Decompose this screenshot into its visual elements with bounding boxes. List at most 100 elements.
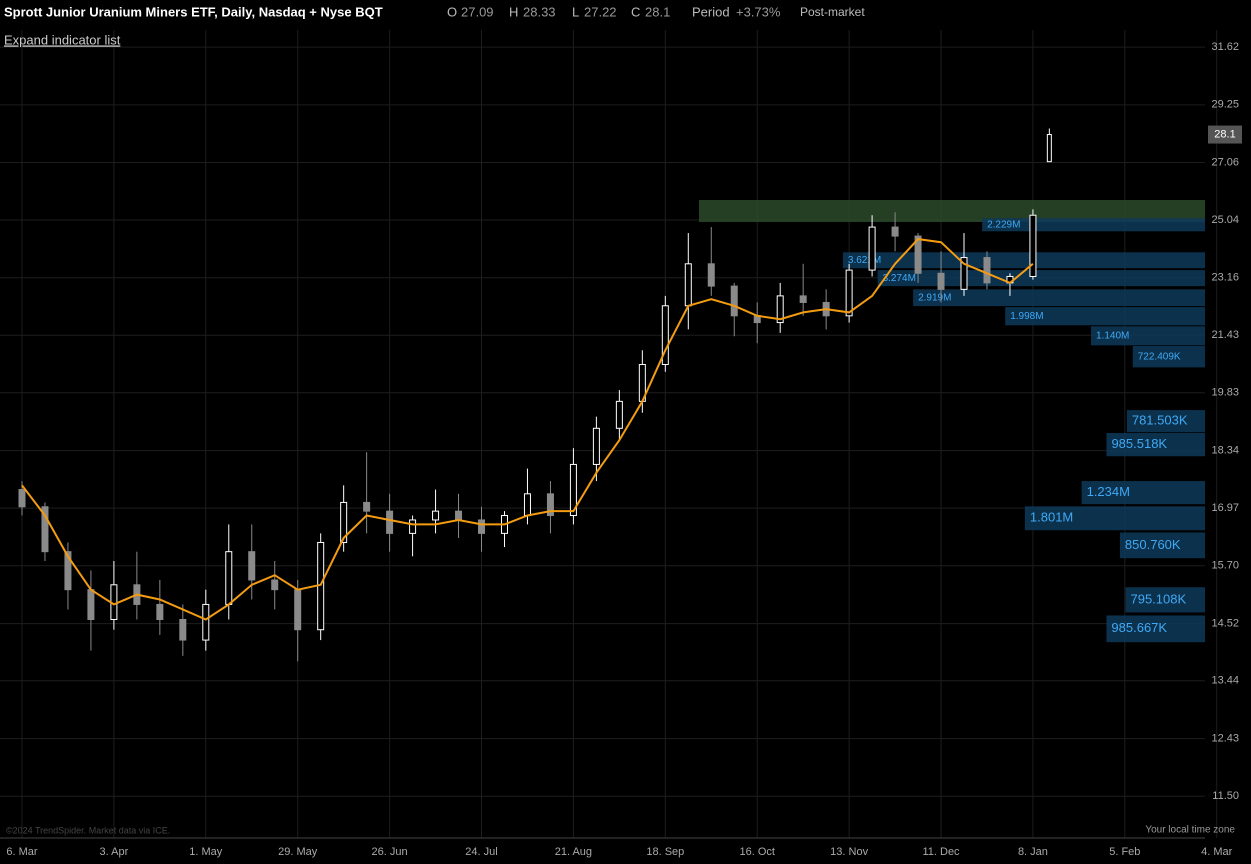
price-tag [1208, 125, 1242, 144]
volume-bar [1125, 587, 1205, 613]
x-tick-label: 8. Jan [1018, 846, 1048, 858]
volume-bar [1081, 481, 1205, 505]
volume-bar [877, 270, 1205, 287]
candle-body [868, 226, 876, 271]
candle-body [523, 493, 531, 517]
candle-body [41, 506, 49, 553]
y-tick-label: 16.97 [1211, 502, 1239, 514]
ohlc-label: C [631, 4, 640, 19]
volume-label: 3.274M [883, 273, 916, 284]
ohlc-label: H [509, 4, 518, 19]
volume-bar [1024, 506, 1205, 531]
y-tick-label: 12.43 [1211, 733, 1239, 745]
y-tick-label: 31.62 [1211, 41, 1239, 53]
x-tick-label: 4. Mar [1201, 846, 1233, 858]
y-tick-label: 29.25 [1211, 99, 1239, 111]
x-tick-label: 6. Mar [6, 846, 38, 858]
volume-label: 1.801M [1030, 510, 1073, 525]
candle-body [799, 295, 807, 303]
x-tick-label: 1. May [189, 846, 223, 858]
volume-bar [1106, 615, 1205, 643]
y-tick-label: 14.52 [1211, 617, 1239, 629]
candle-body [891, 226, 899, 237]
candle-body [18, 489, 26, 508]
volume-bar [1005, 307, 1205, 326]
volume-label: 1.140M [1096, 330, 1129, 341]
x-tick-label: 11. Dec [922, 846, 960, 858]
volume-label: 722.409K [1138, 351, 1181, 362]
volume-bar [1126, 410, 1205, 433]
candle-body [363, 501, 371, 512]
candle-body [776, 295, 784, 324]
candle-body [546, 493, 554, 517]
plot [18, 128, 1052, 662]
y-tick-label: 21.43 [1211, 329, 1239, 341]
y-tick-label: 25.04 [1211, 214, 1239, 226]
y-tick-label: 11.50 [1212, 790, 1239, 802]
volume-bar [1132, 346, 1205, 368]
volume-bar [1119, 532, 1205, 559]
ohlc-label: O [447, 4, 457, 19]
ohlc-value: 27.22 [584, 4, 617, 19]
candle-body [455, 510, 463, 521]
candle-body [386, 510, 394, 534]
copyright: ©2024 TrendSpider. Market data via ICE. [6, 825, 170, 835]
volume-label: 985.667K [1111, 620, 1167, 635]
x-tick-label: 13. Nov [830, 846, 868, 858]
price-tag-label: 28.1 [1214, 128, 1235, 140]
volume-label: 2.229M [987, 219, 1020, 230]
candle-body [409, 519, 417, 534]
y-tick-label: 18.34 [1211, 444, 1239, 456]
candle-body [156, 603, 164, 620]
x-tick-label: 18. Sep [646, 846, 684, 858]
volume-label: 795.108K [1130, 591, 1186, 606]
volume-label: 1.234M [1087, 484, 1130, 499]
expand-indicator-link[interactable]: Expand indicator list [4, 32, 121, 47]
candle-body [248, 551, 256, 581]
x-tick-label: 29. May [278, 846, 318, 858]
x-tick-label: 16. Oct [739, 846, 774, 858]
y-tick-label: 13.44 [1211, 675, 1239, 687]
grid [0, 30, 1218, 838]
volume-label: 781.503K [1132, 413, 1188, 428]
candle-body [64, 551, 72, 591]
candle-body [983, 257, 991, 284]
y-tick-label: 19.83 [1211, 387, 1239, 399]
candle-body [730, 285, 738, 317]
y-tick-label: 23.16 [1211, 272, 1239, 284]
volume-bar [1091, 326, 1205, 346]
candle-body [569, 463, 577, 517]
candle-body [225, 551, 233, 605]
x-tick-label: 21. Aug [555, 846, 592, 858]
candle-body [615, 400, 623, 429]
candle-body [432, 510, 440, 521]
volume-bar [913, 289, 1205, 307]
period-label: Period [692, 4, 730, 19]
zone-highlight [699, 200, 1205, 222]
ohlc-value: 28.33 [523, 4, 556, 19]
chart-title: Sprott Junior Uranium Miners ETF, Daily,… [4, 4, 383, 19]
moving-average [21, 238, 1034, 621]
ohlc-value: 28.1 [645, 4, 670, 19]
candle-body [202, 603, 210, 641]
timezone-label: Your local time zone [1145, 825, 1235, 836]
session-label: Post-market [800, 5, 865, 19]
volume-label: 850.760K [1125, 537, 1181, 552]
candle-body [914, 235, 922, 274]
candle-body [87, 589, 95, 620]
volume-label: 2.919M [918, 292, 951, 303]
candle-body [592, 427, 600, 465]
y-tick-label: 27.06 [1211, 156, 1239, 168]
candle-body [294, 589, 302, 631]
candle-body [960, 257, 968, 290]
ohlc-value: 27.09 [461, 4, 494, 19]
candle-body [845, 269, 853, 317]
candle-body [661, 305, 669, 366]
candle-body [1029, 214, 1037, 277]
candle-body [707, 263, 715, 287]
candle-body [1046, 134, 1052, 163]
candle-body [684, 263, 692, 307]
